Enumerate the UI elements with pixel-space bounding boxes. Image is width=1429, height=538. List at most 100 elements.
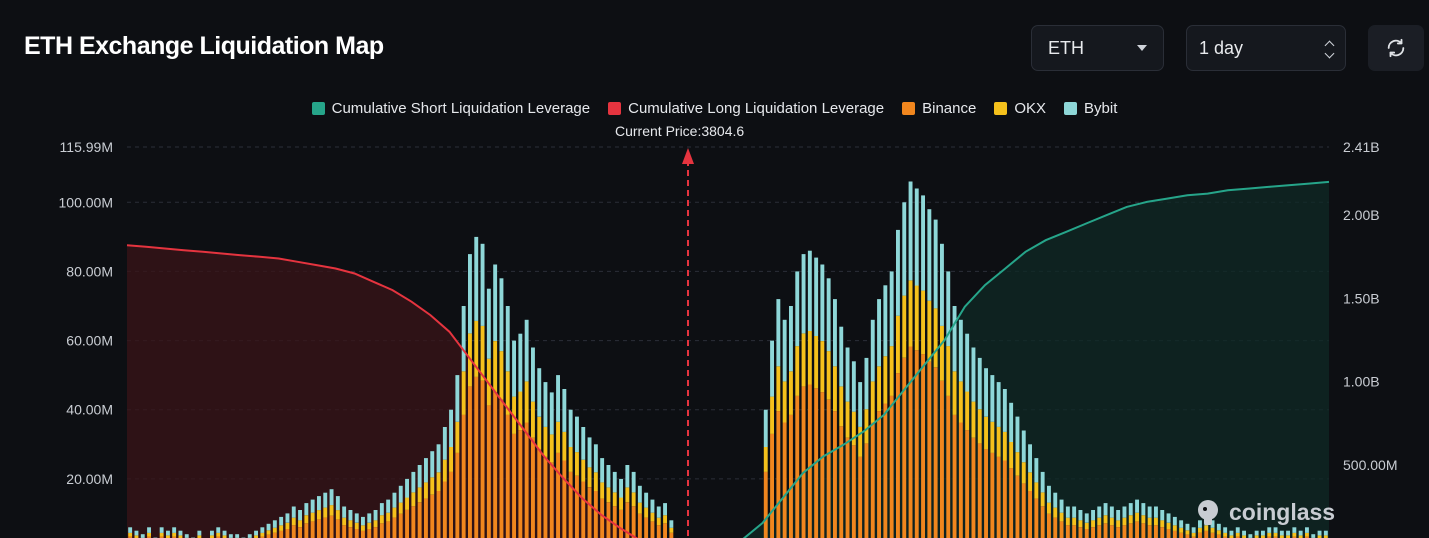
bar-binance — [329, 515, 334, 538]
bar-binance — [669, 532, 674, 538]
bar-okx — [379, 515, 384, 524]
bar-binance — [1034, 498, 1039, 538]
bar-bybit — [814, 257, 819, 336]
bar-okx — [581, 459, 586, 482]
bar-okx — [254, 535, 258, 538]
bar-okx — [361, 525, 365, 531]
bar-binance — [581, 481, 586, 538]
bar-bybit — [291, 506, 296, 518]
bar-bybit — [826, 278, 831, 352]
bar-okx — [367, 522, 372, 529]
bar-bybit — [1135, 499, 1139, 513]
legend-okx[interactable]: OKX — [994, 100, 1046, 117]
bar-bybit — [965, 333, 970, 392]
bar-bybit — [1286, 530, 1290, 536]
bar-okx — [644, 507, 649, 518]
bar-bybit — [279, 516, 284, 526]
bar-okx — [965, 391, 970, 431]
y-left-tick-label: 20.00M — [66, 471, 113, 487]
bar-bybit — [254, 530, 258, 536]
legend-bybit[interactable]: Bybit — [1064, 100, 1117, 117]
bar-okx — [977, 409, 982, 444]
timeframe-select-value: 1 day — [1199, 37, 1244, 58]
timeframe-select[interactable]: 1 day — [1186, 25, 1346, 71]
bar-bybit — [1261, 530, 1265, 536]
bar-okx — [1103, 515, 1108, 524]
bar-binance — [921, 354, 925, 538]
bar-binance — [398, 513, 403, 538]
bar-binance — [1116, 527, 1121, 538]
bar-bybit — [606, 465, 611, 488]
bar-bybit — [222, 530, 227, 536]
bar-bybit — [1116, 510, 1121, 521]
bar-okx — [1229, 535, 1234, 538]
bar-bybit — [650, 499, 655, 513]
bar-bybit — [398, 485, 403, 503]
bar-binance — [1154, 525, 1158, 538]
chart-legend: Cumulative Short Liquidation Leverage Cu… — [0, 100, 1429, 117]
bar-binance — [1103, 523, 1108, 538]
bar-bybit — [946, 271, 951, 347]
bar-okx — [285, 522, 290, 529]
bar-okx — [480, 325, 485, 381]
bar-okx — [593, 472, 598, 491]
bar-okx — [537, 416, 542, 450]
bar-okx — [147, 532, 151, 537]
y-left-tick-label: 100.00M — [59, 194, 113, 210]
bar-binance — [889, 395, 894, 538]
bar-bybit — [581, 427, 586, 460]
bar-binance — [505, 414, 510, 538]
bar-okx — [549, 434, 554, 463]
bar-okx — [877, 366, 881, 412]
bar-bybit — [858, 382, 863, 427]
bar-bybit — [260, 527, 265, 533]
bar-binance — [971, 437, 976, 538]
bar-okx — [1191, 532, 1196, 537]
bar-bybit — [663, 503, 667, 516]
bar-okx — [933, 308, 938, 368]
bar-okx — [291, 517, 296, 526]
bar-okx — [430, 477, 435, 495]
bar-bybit — [562, 389, 567, 432]
legend-binance[interactable]: Binance — [902, 100, 976, 117]
bar-okx — [323, 507, 328, 518]
bar-bybit — [1015, 416, 1020, 453]
bar-okx — [279, 525, 284, 531]
refresh-button[interactable] — [1368, 25, 1424, 71]
bar-binance — [883, 403, 888, 538]
bar-bybit — [1059, 499, 1064, 513]
bar-bybit — [543, 382, 548, 427]
legend-short-cumulative[interactable]: Cumulative Short Liquidation Leverage — [311, 100, 590, 117]
bar-binance — [537, 449, 542, 538]
bar-binance — [826, 399, 831, 538]
bar-okx — [304, 515, 309, 524]
bar-okx — [631, 492, 636, 507]
bar-bybit — [197, 530, 202, 536]
bar-bybit — [1242, 530, 1246, 536]
bar-bybit — [1292, 527, 1297, 533]
updown-chevron-icon — [1324, 40, 1335, 58]
bar-okx — [166, 535, 170, 538]
bar-bybit — [593, 444, 598, 473]
bar-binance — [556, 452, 560, 538]
bar-bybit — [575, 416, 579, 453]
bar-binance — [619, 510, 623, 538]
legend-long-cumulative[interactable]: Cumulative Long Liquidation Leverage — [608, 100, 884, 117]
bar-bybit — [216, 527, 221, 533]
bar-okx — [1179, 527, 1184, 533]
bar-okx — [128, 532, 133, 537]
bar-okx — [197, 535, 202, 538]
bar-okx — [272, 527, 277, 533]
bar-binance — [795, 395, 800, 538]
bar-okx — [927, 300, 932, 362]
bar-bybit — [1210, 520, 1215, 528]
bar-bybit — [958, 319, 963, 382]
bar-bybit — [549, 392, 554, 435]
bar-bybit — [373, 510, 378, 521]
bar-binance — [468, 386, 472, 538]
symbol-select[interactable]: ETH — [1031, 25, 1164, 71]
bar-bybit — [486, 288, 491, 359]
refresh-icon — [1387, 38, 1405, 58]
bar-bybit — [140, 534, 145, 538]
bar-okx — [1116, 520, 1121, 527]
